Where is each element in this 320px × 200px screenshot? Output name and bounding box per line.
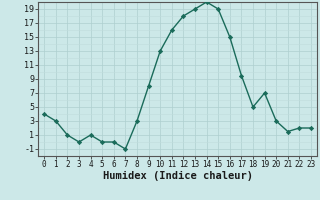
X-axis label: Humidex (Indice chaleur): Humidex (Indice chaleur): [103, 171, 252, 181]
